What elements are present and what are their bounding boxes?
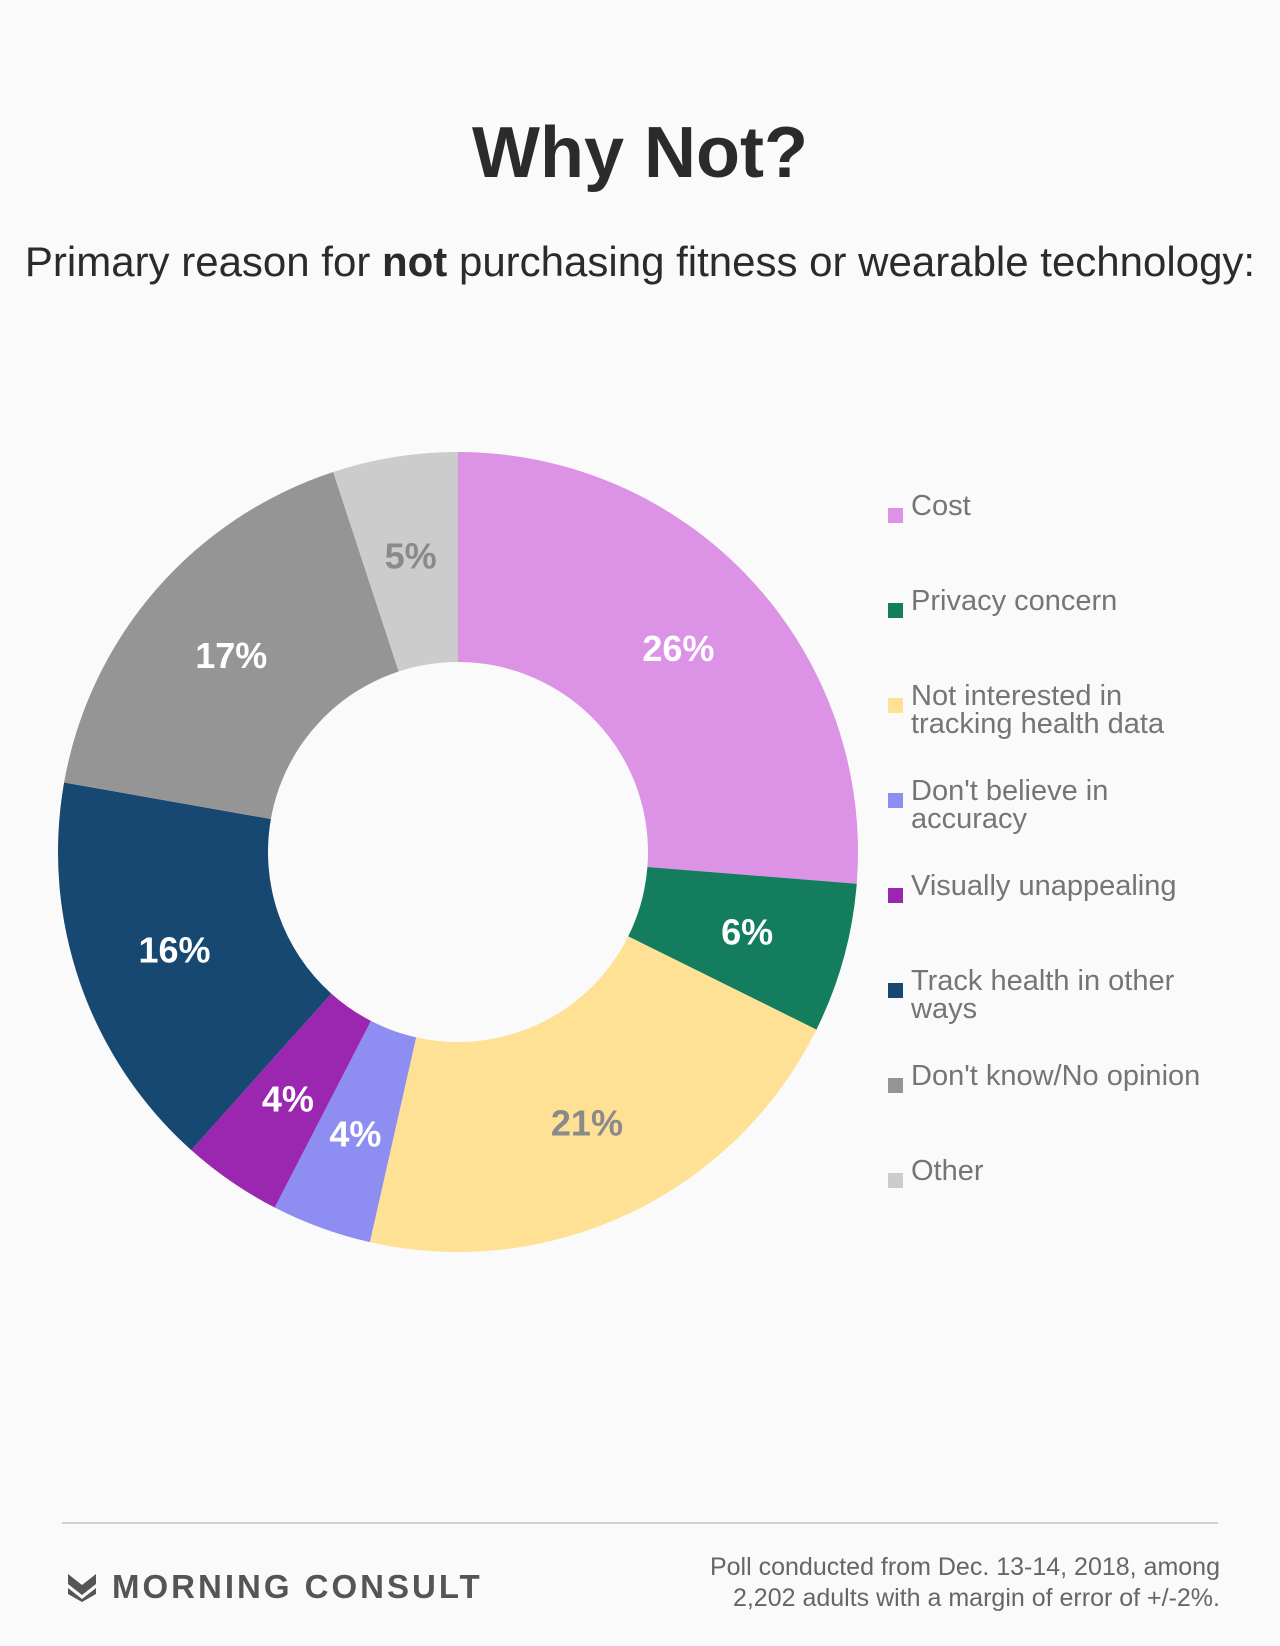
legend-item-privacy-concern: Privacy concern (888, 583, 1211, 618)
data-label-not-interested-in-tracking-health-data: 21% (551, 1102, 623, 1143)
data-label-visually-unappealing: 4% (262, 1079, 314, 1120)
slice-privacy-concern (628, 867, 857, 1030)
slice-visually-unappealing (191, 993, 371, 1208)
slice-track-health-in-other-ways (58, 782, 332, 1151)
legend-item-don-t-know-no-opinion: Don't know/No opinion (888, 1058, 1211, 1093)
donut-slices (58, 452, 858, 1252)
legend-label: Don't believe in accuracy (911, 775, 1109, 835)
slice-don-t-believe-in-accuracy (274, 1020, 417, 1243)
slice-other (333, 452, 458, 672)
legend-label: Not interested in tracking health data (911, 680, 1165, 740)
donut-chart: 26% 6% 21% 4% 4% 16% 17% 5% (58, 452, 858, 1252)
legend-label: Other (911, 1155, 984, 1187)
legend-item-visually-unappealing: Visually unappealing (888, 868, 1211, 903)
legend-swatch (888, 888, 903, 903)
legend-swatch (888, 603, 903, 618)
subtitle-text-pre: Primary reason for (24, 238, 382, 285)
chart-title: Why Not? (472, 113, 808, 193)
data-label-don-t-believe-in-accuracy: 4% (329, 1113, 381, 1154)
source-note: Poll conducted from Dec. 13-14, 2018, am… (660, 1552, 1220, 1614)
slice-don-t-know-no-opinion (64, 471, 399, 820)
legend-label: Cost (911, 490, 971, 522)
brand-name: MORNING CONSULT (112, 1568, 483, 1605)
legend-item-not-interested-in-tracking-health-data: Not interested in tracking health data (888, 678, 1211, 740)
chevron-logo-icon (68, 1574, 96, 1602)
subtitle-emphasis: not (382, 238, 448, 285)
source-line-1: Poll conducted from Dec. 13-14, 2018, am… (709, 1553, 1220, 1581)
legend-swatch (888, 983, 903, 998)
slice-not-interested-in-tracking-health-data (369, 936, 817, 1252)
legend-item-don-t-believe-in-accuracy: Don't believe in accuracy (888, 773, 1211, 835)
data-label-other: 5% (385, 535, 437, 576)
subtitle-text-post: purchasing fitness or wearable technolog… (447, 238, 1256, 285)
data-label-privacy-concern: 6% (721, 911, 773, 952)
donut-data-labels: 26% 6% 21% 4% 4% 16% 17% 5% (138, 535, 773, 1154)
brand-logo: MORNING CONSULT (66, 1568, 483, 1606)
slice-cost (458, 452, 858, 884)
legend-label: Visually unappealing (911, 870, 1177, 902)
chart-subtitle: Primary reason for not purchasing fitnes… (0, 236, 1280, 288)
data-label-cost: 26% (642, 628, 714, 669)
data-label-track-health-in-other-ways: 16% (138, 930, 210, 971)
legend-item-track-health-in-other-ways: Track health in other ways (888, 963, 1211, 1025)
legend-label: Privacy concern (911, 585, 1118, 617)
footer-divider (62, 1522, 1218, 1524)
legend-item-other: Other (888, 1153, 1211, 1188)
legend-swatch (888, 698, 903, 713)
source-line-2: 2,202 adults with a margin of error of +… (732, 1584, 1220, 1612)
legend-item-cost: Cost (888, 488, 1211, 523)
legend-label: Don't know/No opinion (911, 1060, 1201, 1092)
legend-swatch (888, 1173, 903, 1188)
data-label-don-t-know-no-opinion: 17% (195, 635, 267, 676)
legend-swatch (888, 1078, 903, 1093)
legend-swatch (888, 793, 903, 808)
legend-label: Track health in other ways (911, 965, 1175, 1025)
legend-swatch (888, 508, 903, 523)
